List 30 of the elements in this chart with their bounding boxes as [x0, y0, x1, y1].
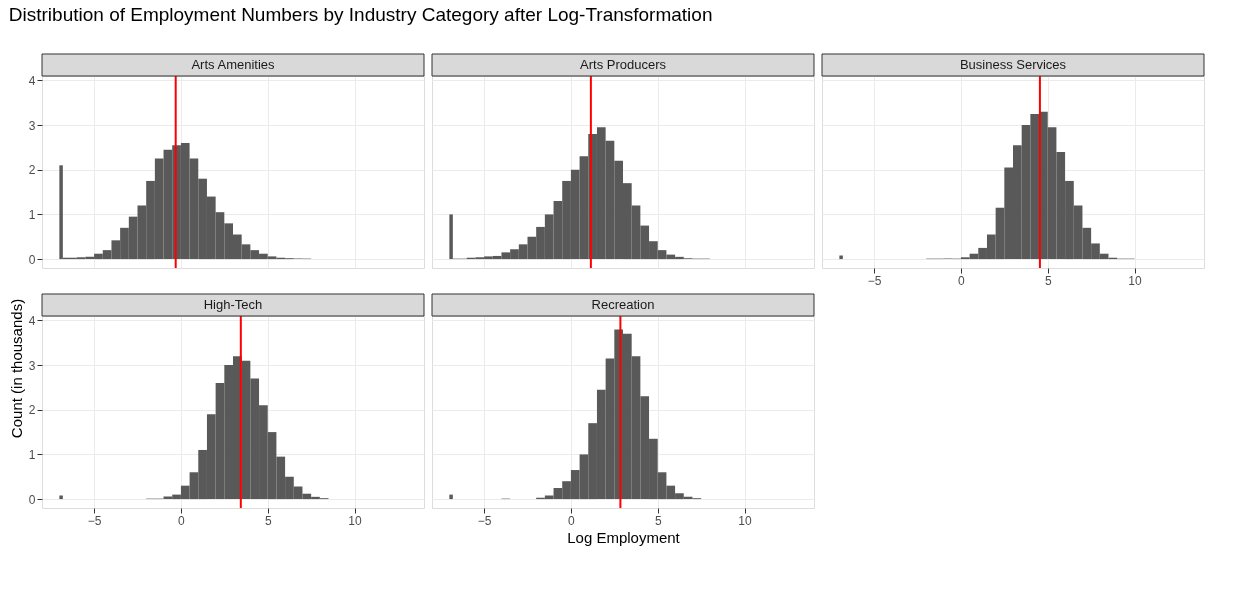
text: Distribution of Employment Numbers by Industry Category after Log-Transformation [8, 4, 713, 25]
x-tick-label: 5 [264, 513, 272, 528]
chart-title: Recreation [591, 297, 655, 312]
chart-title: Arts Amenities [191, 57, 276, 72]
x-tick-label: −5 [87, 513, 102, 528]
x-tick-label: 10 [348, 513, 363, 528]
y-axis-title: Count (in thousands) [7, 298, 25, 439]
y-tick-label: 4 [28, 73, 36, 88]
x-axis-title: Log Employment [567, 528, 681, 546]
y-tick-label: 0 [28, 252, 36, 267]
y-tick-label: 2 [28, 403, 36, 418]
chart-title: Business Services [959, 57, 1067, 72]
y-tick-label: 3 [28, 358, 36, 373]
x-tick-label: 0 [958, 273, 966, 288]
x-tick-label: 5 [654, 513, 662, 528]
y-tick-label: 1 [28, 447, 36, 462]
chart-title: Arts Producers [580, 57, 667, 72]
chart-title: High-Tech [203, 297, 263, 312]
x-tick-label: 5 [1044, 273, 1052, 288]
y-tick-label: 2 [28, 163, 36, 178]
x-tick-label: 10 [738, 513, 753, 528]
x-tick-label: 0 [178, 513, 186, 528]
y-tick-label: 3 [28, 118, 36, 133]
x-tick-label: −5 [477, 513, 492, 528]
x-tick-label: −5 [867, 273, 882, 288]
x-tick-label: 10 [1128, 273, 1143, 288]
y-tick-label: 0 [28, 492, 36, 507]
y-tick-label: 4 [28, 313, 36, 328]
x-tick-label: 0 [568, 513, 576, 528]
y-tick-label: 1 [28, 207, 36, 222]
